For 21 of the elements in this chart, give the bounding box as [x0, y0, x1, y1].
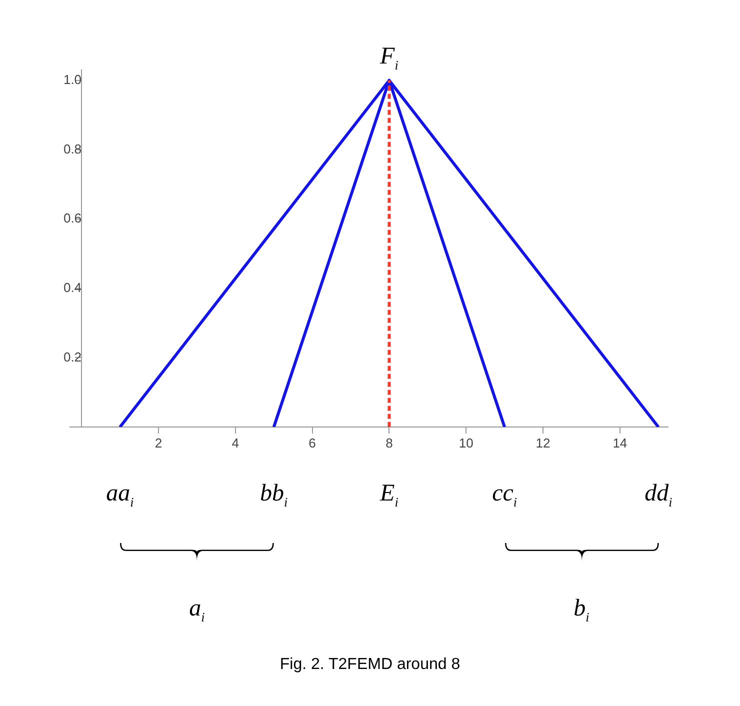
annotation: E$_{i}$ [380, 480, 398, 510]
annotation: cc$_{i}$ [492, 480, 518, 510]
x-tick-label: 14 [612, 435, 628, 450]
y-tick-label: 0.4 [63, 280, 82, 295]
annotation: dd$_{i}$ [644, 480, 672, 510]
text: a$_{i}$ [189, 596, 205, 624]
caption: Fig. 2. T2FEMD around 8 [278, 656, 462, 674]
x-tick-label: 2 [154, 435, 162, 450]
annotation: bb$_{i}$ [260, 480, 288, 510]
x-tick-label: 12 [536, 435, 550, 450]
x-tick-label: 4 [232, 435, 239, 450]
x-tick-label: 8 [386, 435, 393, 450]
annotation: aa$_{i}$ [106, 480, 134, 510]
y-tick-label: 0.6 [63, 210, 82, 226]
annotation: F$_{i}$ [380, 44, 398, 73]
y-tick-label: 0.2 [63, 349, 82, 364]
x-tick-label: 6 [308, 435, 316, 450]
y-tick-label: 1.0 [63, 72, 82, 87]
y-tick-label: 0.8 [63, 141, 82, 156]
text: b$_{i}$ [574, 596, 590, 624]
x-tick-label: 10 [458, 435, 474, 450]
